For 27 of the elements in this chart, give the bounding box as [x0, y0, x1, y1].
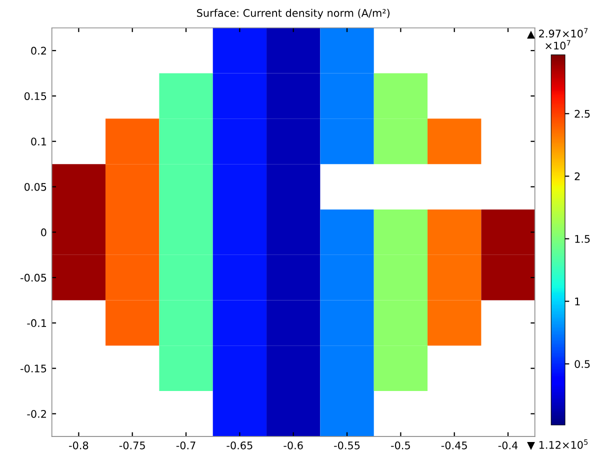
y-tick-label: -0.1 [27, 319, 46, 328]
y-tick-label: 0.15 [24, 92, 46, 100]
x-tick-label: -0.55 [334, 441, 360, 450]
x-tick-label: -0.5 [391, 441, 410, 450]
y-tick-label: -0.15 [20, 364, 46, 372]
y-tick-label: 0.2 [31, 46, 46, 55]
x-tick-label: -0.8 [69, 441, 88, 450]
x-tick-label: -0.6 [284, 441, 303, 450]
color-bar-label: 1 [575, 298, 580, 306]
x-tick-label: -0.75 [119, 441, 145, 450]
y-tick-label: 0 [41, 228, 46, 236]
x-tick-label: -0.45 [441, 441, 467, 450]
x-tick-label: -0.65 [226, 441, 252, 450]
annotation: ▲ 2.97×10$^{7}$ [527, 28, 588, 39]
color-bar-label: 1.5 [575, 235, 590, 243]
text: ×10$^{7}$ [546, 40, 570, 50]
x-tick-label: -0.7 [176, 441, 196, 450]
y-tick-label: -0.05 [20, 274, 46, 282]
y-tick-label: -0.2 [27, 410, 46, 418]
y-tick-label: 0.05 [24, 182, 46, 191]
text: ▼ 1.12×10$^{5}$ [527, 439, 588, 450]
chart-title: Surface: Current density norm (A/m²) [197, 8, 390, 19]
color-bar-label: 0.5 [574, 360, 590, 368]
color-bar-label: 2 [574, 172, 580, 180]
color-bar-label: 2.5 [574, 110, 590, 118]
y-tick-label: 0.1 [31, 138, 46, 146]
x-tick-label: -0.4 [498, 441, 518, 450]
